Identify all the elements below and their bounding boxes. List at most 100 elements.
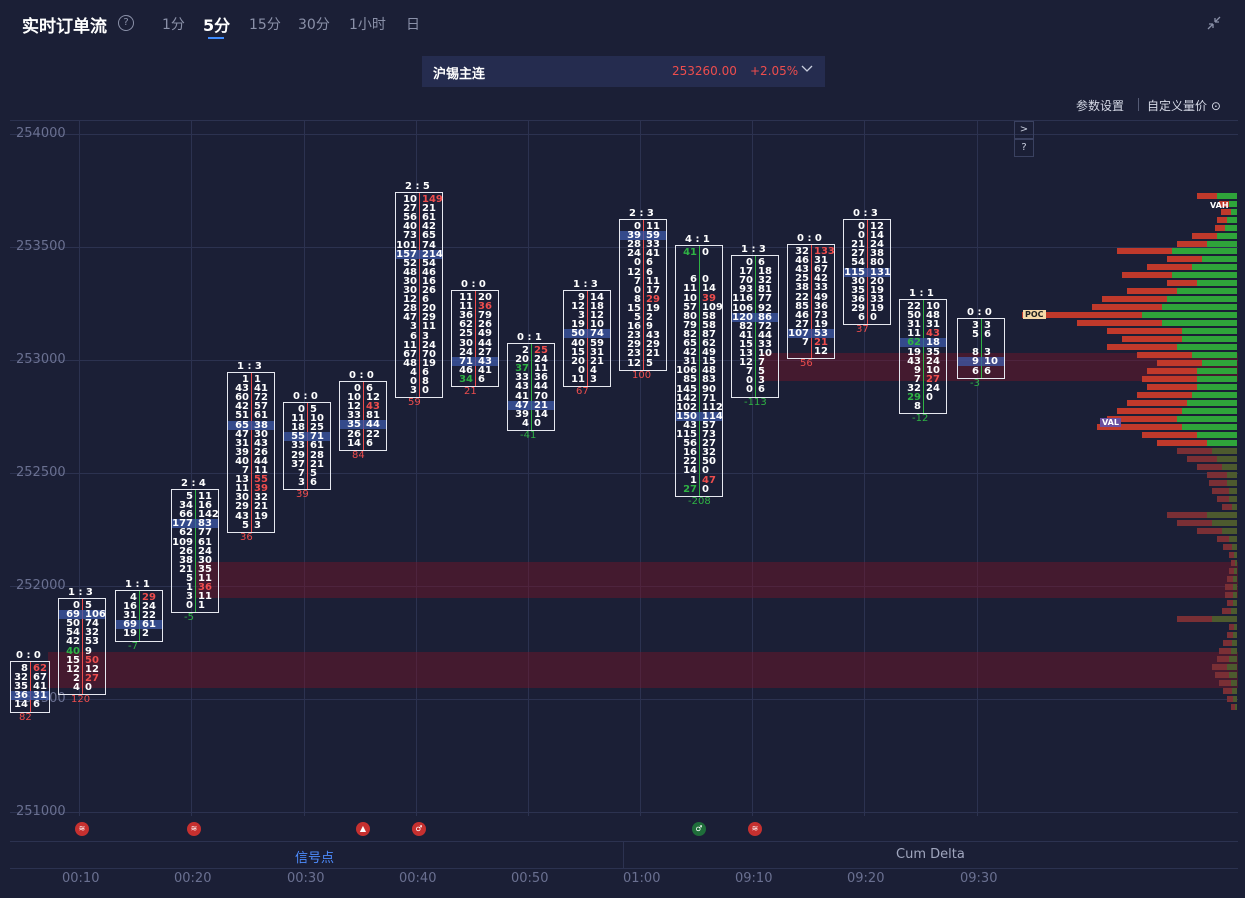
tab-1hour[interactable]: 1小时: [349, 17, 386, 33]
signal-icon[interactable]: ≋: [187, 822, 201, 836]
settings-button[interactable]: 参数设置: [1076, 99, 1125, 113]
custom-price-button[interactable]: 自定义量价 ⊙: [1147, 97, 1221, 114]
profile-sell-bar: [1022, 312, 1142, 318]
tab-30min[interactable]: 30分: [298, 17, 330, 33]
bid-volume: 25: [795, 273, 809, 285]
profile-sell-bar: [1107, 344, 1177, 350]
candle-body-line: [251, 373, 252, 532]
profile-sell-bar: [1177, 448, 1212, 454]
footprint-candle[interactable]: 32 133 46 31 43 67 25 42 38 33 22 49 85 36 46 73 27 19 107…: [787, 244, 835, 360]
ask-volume: 133: [814, 246, 835, 257]
bid-volume: 12: [627, 266, 641, 278]
profile-sell-bar: [1177, 520, 1212, 526]
bid-volume: 32: [14, 672, 28, 684]
profile-sell-bar: [1197, 193, 1217, 199]
footprint-candle[interactable]: 22 10 50 48 31 31 11 43 62 18 19 35 43 24 9 10 7 27 32 24 29…: [899, 299, 947, 415]
footprint-candle[interactable]: 4 29 16 24 31 22 69 61 19 2: [115, 590, 163, 642]
ask-volume: 53: [814, 327, 828, 339]
footprint-candle[interactable]: 0 5 69 106 50 74 54 32 42 53 40 9 15 50 12 12 2 27 4 0: [58, 598, 106, 695]
ask-volume: 25: [534, 345, 548, 356]
footprint-candle[interactable]: 0 6 17 18 70 32 93 81 116 77 106 92 120 86 82 72 41 44 15 3…: [731, 255, 779, 398]
bid-volume: 29: [627, 339, 641, 351]
footprint-candle[interactable]: 0 6 10 12 12 43 33 81 35 44 26 22 14 6: [339, 381, 387, 451]
profile-sell-bar: [1231, 560, 1235, 566]
custom-price-label: 自定义量价: [1147, 99, 1208, 113]
footprint-candle[interactable]: 9 14 12 18 3 12 19 10 50 74 40 59 15 31 20 21 0 4 11 3: [563, 290, 611, 387]
ask-volume: 28: [310, 449, 324, 461]
tab-signals[interactable]: 信号点: [295, 851, 335, 866]
chart-area[interactable]: [10, 120, 1238, 817]
ask-volume: 46: [422, 266, 436, 278]
price-axis-label: 252500: [16, 465, 66, 480]
tab-cum-delta[interactable]: Cum Delta: [896, 847, 965, 862]
signal-icon[interactable]: ♂: [692, 822, 706, 836]
profile-buy-bar: [1232, 504, 1237, 510]
ask-volume: 43: [366, 401, 380, 413]
signal-up-icon[interactable]: ▲: [356, 822, 370, 836]
footprint-candle[interactable]: 0 11 39 59 28 33 24 41 0 6 12 6 7 11 0 17 8 29 15 19 5 2 16 9 23…: [619, 219, 667, 371]
bid-volume: 20: [515, 354, 529, 366]
expand-right-button[interactable]: >: [1014, 121, 1034, 139]
ask-volume: 24: [142, 601, 156, 613]
ask-volume: 25: [310, 422, 324, 434]
profile-sell-bar: [1097, 424, 1182, 430]
footprint-candle[interactable]: 0 12 0 14 21 24 27 38 54 80 115 131 30 20 35 19 36 33 29 19…: [843, 219, 891, 326]
ask-volume: 21: [310, 458, 324, 470]
candle-delta: 37: [856, 324, 869, 336]
footprint-candle[interactable]: 1 1 43 41 60 72 42 57 51 61 65 38 47 30 31 43 39 26 40 44 7 1…: [227, 372, 275, 533]
bid-volume: 26: [179, 545, 193, 557]
help-icon[interactable]: ?: [118, 15, 134, 31]
ask-volume: 44: [254, 455, 268, 467]
footprint-candle[interactable]: 41 0 6 0 11 14 10 39 57 109 80 58 79 58 82 87 65 62 42 49 31…: [675, 245, 723, 497]
profile-buy-bar: [1197, 432, 1237, 438]
footprint-candle[interactable]: 5 11 34 16 66 142 177 83 62 77 109 61 26 24 38 30 21 35 5 1…: [171, 489, 219, 614]
ask-volume: 41: [646, 248, 660, 260]
grid-line: [10, 699, 1238, 700]
profile-sell-bar: [1222, 608, 1231, 614]
poc-row-highlight: [452, 356, 498, 366]
bid-volume: 19: [907, 346, 921, 358]
bid-volume: 22: [907, 301, 921, 312]
bid-volume: 102: [676, 401, 697, 413]
candle-delta: -208: [688, 495, 711, 507]
candle-header: 1 : 3: [741, 244, 766, 255]
ask-volume: 24: [926, 382, 940, 394]
bid-volume: 120: [732, 311, 753, 323]
signal-icon[interactable]: ♂: [412, 822, 426, 836]
ask-volume: 87: [702, 328, 716, 340]
bid-volume: 31: [123, 610, 137, 622]
bid-volume: 31: [235, 437, 249, 449]
ask-volume: 24: [534, 354, 548, 366]
ask-volume: 61: [254, 410, 268, 422]
signal-icon[interactable]: ≋: [75, 822, 89, 836]
profile-sell-bar: [1217, 656, 1229, 662]
tab-15min[interactable]: 15分: [249, 17, 281, 33]
ask-volume: 39: [254, 483, 268, 495]
footprint-candle[interactable]: 0 5 11 10 18 25 55 71 33 61 29 28 37 21 7 5 3 6: [283, 402, 331, 490]
ask-volume: 53: [85, 636, 99, 648]
signal-icon[interactable]: ≋: [748, 822, 762, 836]
chart-help-button[interactable]: ?: [1014, 139, 1034, 157]
poc-row-highlight: [284, 432, 330, 442]
tab-5min[interactable]: 5分: [203, 16, 231, 35]
bid-volume: 0: [186, 600, 193, 612]
collapse-icon[interactable]: [1206, 15, 1222, 35]
footprint-candle[interactable]: 3 3 5 6 8 3 9 10 6 6: [957, 318, 1005, 379]
chevron-down-icon[interactable]: [800, 61, 814, 79]
poc-tag: POC: [1023, 310, 1046, 319]
ask-volume: 83: [702, 374, 716, 386]
footprint-candle[interactable]: 8 62 32 67 35 41 36 31 14 6: [10, 661, 50, 713]
grid-line: [10, 247, 1238, 248]
footprint-candle[interactable]: 11 20 11 36 36 79 62 26 25 49 30 44 24 27 71 43 46 41 34 6: [451, 290, 499, 387]
ask-volume: 62: [33, 663, 47, 674]
candle-delta: 82: [19, 711, 32, 723]
ask-volume: 35: [198, 563, 212, 575]
footprint-candle[interactable]: 10 149 27 21 56 61 40 42 73 65 101 74 157 214 52 54 48 46…: [395, 192, 443, 399]
footprint-candle[interactable]: 2 25 20 24 37 11 33 36 43 44 41 70 47 21 39 14 4 0: [507, 343, 555, 431]
symbol-selector[interactable]: 沪锡主连 253260.00 +2.05%: [422, 56, 825, 87]
ask-volume: 12: [366, 392, 380, 404]
tab-1min[interactable]: 1分: [162, 17, 185, 33]
tab-day[interactable]: 日: [406, 17, 420, 33]
ask-volume: 0: [422, 385, 429, 397]
ask-volume: 44: [758, 329, 772, 341]
